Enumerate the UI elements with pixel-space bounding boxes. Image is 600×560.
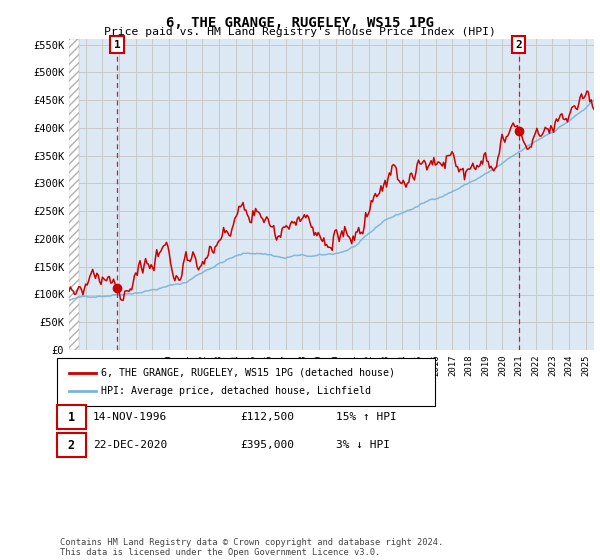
Text: Contains HM Land Registry data © Crown copyright and database right 2024.
This d: Contains HM Land Registry data © Crown c… [60, 538, 443, 557]
Text: 2: 2 [68, 438, 75, 452]
Text: 1: 1 [113, 40, 121, 50]
Text: £112,500: £112,500 [240, 412, 294, 422]
Text: 22-DEC-2020: 22-DEC-2020 [93, 440, 167, 450]
Text: HPI: Average price, detached house, Lichfield: HPI: Average price, detached house, Lich… [101, 386, 371, 396]
Text: 1: 1 [68, 410, 75, 424]
Text: £395,000: £395,000 [240, 440, 294, 450]
Text: Price paid vs. HM Land Registry's House Price Index (HPI): Price paid vs. HM Land Registry's House … [104, 27, 496, 37]
Text: 15% ↑ HPI: 15% ↑ HPI [336, 412, 397, 422]
Text: 6, THE GRANGE, RUGELEY, WS15 1PG: 6, THE GRANGE, RUGELEY, WS15 1PG [166, 16, 434, 30]
Text: 2: 2 [515, 40, 522, 50]
Text: 14-NOV-1996: 14-NOV-1996 [93, 412, 167, 422]
Text: 6, THE GRANGE, RUGELEY, WS15 1PG (detached house): 6, THE GRANGE, RUGELEY, WS15 1PG (detach… [101, 368, 395, 378]
Text: 3% ↓ HPI: 3% ↓ HPI [336, 440, 390, 450]
